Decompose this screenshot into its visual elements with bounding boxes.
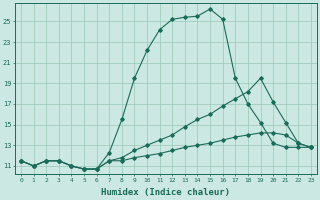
- X-axis label: Humidex (Indice chaleur): Humidex (Indice chaleur): [101, 188, 230, 197]
